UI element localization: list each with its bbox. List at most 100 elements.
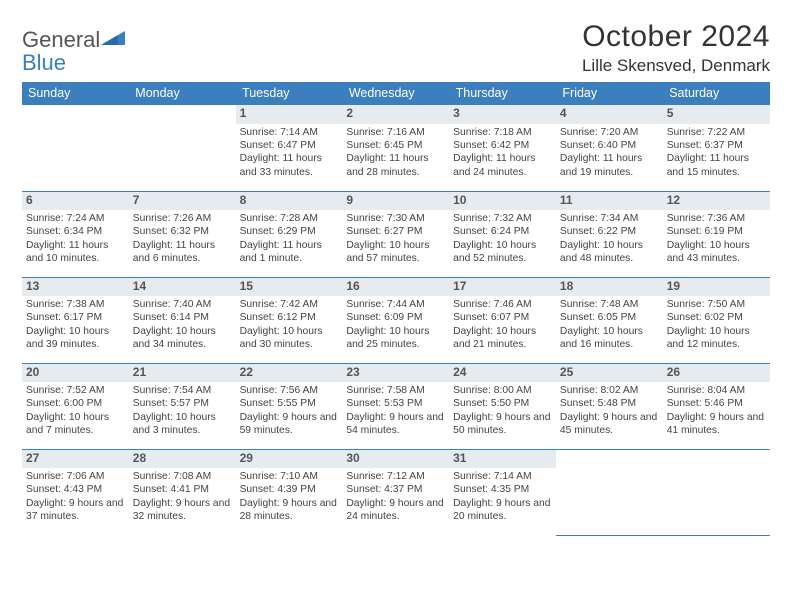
daylight-line: Daylight: 11 hours and 19 minutes. [560, 152, 659, 179]
daylight-line: Daylight: 10 hours and 34 minutes. [133, 325, 232, 352]
day-details: Sunrise: 8:04 AMSunset: 5:46 PMDaylight:… [667, 384, 766, 438]
sunset-line: Sunset: 4:41 PM [133, 483, 232, 496]
sunrise-line: Sunrise: 7:22 AM [667, 126, 766, 139]
sunrise-line: Sunrise: 7:32 AM [453, 212, 552, 225]
day-number: 5 [663, 105, 770, 124]
daylight-line: Daylight: 11 hours and 28 minutes. [346, 152, 445, 179]
daylight-line: Daylight: 9 hours and 59 minutes. [240, 411, 339, 438]
week-row: 13Sunrise: 7:38 AMSunset: 6:17 PMDayligh… [22, 277, 770, 363]
sunrise-line: Sunrise: 7:26 AM [133, 212, 232, 225]
day-number: 11 [556, 192, 663, 211]
sunrise-line: Sunrise: 8:04 AM [667, 384, 766, 397]
day-cell: 20Sunrise: 7:52 AMSunset: 6:00 PMDayligh… [22, 363, 129, 449]
sunset-line: Sunset: 6:45 PM [346, 139, 445, 152]
day-number: 18 [556, 278, 663, 297]
day-cell: 6Sunrise: 7:24 AMSunset: 6:34 PMDaylight… [22, 191, 129, 277]
sunset-line: Sunset: 6:17 PM [26, 311, 125, 324]
daylight-line: Daylight: 9 hours and 41 minutes. [667, 411, 766, 438]
sunrise-line: Sunrise: 7:56 AM [240, 384, 339, 397]
daylight-line: Daylight: 11 hours and 24 minutes. [453, 152, 552, 179]
sunrise-line: Sunrise: 7:24 AM [26, 212, 125, 225]
day-details: Sunrise: 7:48 AMSunset: 6:05 PMDaylight:… [560, 298, 659, 352]
sunrise-line: Sunrise: 7:42 AM [240, 298, 339, 311]
daylight-line: Daylight: 11 hours and 6 minutes. [133, 239, 232, 266]
day-details: Sunrise: 7:18 AMSunset: 6:42 PMDaylight:… [453, 126, 552, 180]
day-details: Sunrise: 7:08 AMSunset: 4:41 PMDaylight:… [133, 470, 232, 524]
day-details: Sunrise: 7:22 AMSunset: 6:37 PMDaylight:… [667, 126, 766, 180]
sunset-line: Sunset: 6:09 PM [346, 311, 445, 324]
day-number: 2 [342, 105, 449, 124]
day-cell: 29Sunrise: 7:10 AMSunset: 4:39 PMDayligh… [236, 449, 343, 535]
logo-triangle-icon [101, 29, 127, 47]
day-number: 4 [556, 105, 663, 124]
sunset-line: Sunset: 5:57 PM [133, 397, 232, 410]
day-number: 24 [449, 364, 556, 383]
daylight-line: Daylight: 10 hours and 39 minutes. [26, 325, 125, 352]
daylight-line: Daylight: 9 hours and 32 minutes. [133, 497, 232, 524]
sunset-line: Sunset: 6:22 PM [560, 225, 659, 238]
day-number: 7 [129, 192, 236, 211]
day-cell: 28Sunrise: 7:08 AMSunset: 4:41 PMDayligh… [129, 449, 236, 535]
day-cell: 5 Sunrise: 7:22 AMSunset: 6:37 PMDaylight… [663, 105, 770, 191]
sunset-line: Sunset: 6:29 PM [240, 225, 339, 238]
day-number: 28 [129, 450, 236, 469]
day-number: 9 [342, 192, 449, 211]
calendar-table: SundayMondayTuesdayWednesdayThursdayFrid… [22, 82, 770, 536]
daylight-line: Daylight: 11 hours and 1 minute. [240, 239, 339, 266]
day-cell: 26Sunrise: 8:04 AMSunset: 5:46 PMDayligh… [663, 363, 770, 449]
day-number: 13 [22, 278, 129, 297]
week-row: 1Sunrise: 7:14 AMSunset: 6:47 PMDaylight… [22, 105, 770, 191]
day-cell: 8Sunrise: 7:28 AMSunset: 6:29 PMDaylight… [236, 191, 343, 277]
sunset-line: Sunset: 6:19 PM [667, 225, 766, 238]
sunrise-line: Sunrise: 7:14 AM [240, 126, 339, 139]
sunrise-line: Sunrise: 7:20 AM [560, 126, 659, 139]
day-details: Sunrise: 8:02 AMSunset: 5:48 PMDaylight:… [560, 384, 659, 438]
daylight-line: Daylight: 9 hours and 20 minutes. [453, 497, 552, 524]
sunrise-line: Sunrise: 7:44 AM [346, 298, 445, 311]
day-details: Sunrise: 7:58 AMSunset: 5:53 PMDaylight:… [346, 384, 445, 438]
day-cell: 4Sunrise: 7:20 AMSunset: 6:40 PMDaylight… [556, 105, 663, 191]
sunset-line: Sunset: 6:42 PM [453, 139, 552, 152]
day-details: Sunrise: 7:24 AMSunset: 6:34 PMDaylight:… [26, 212, 125, 266]
daylight-line: Daylight: 10 hours and 3 minutes. [133, 411, 232, 438]
week-row: 27Sunrise: 7:06 AMSunset: 4:43 PMDayligh… [22, 449, 770, 535]
day-details: Sunrise: 7:42 AMSunset: 6:12 PMDaylight:… [240, 298, 339, 352]
day-cell: 17Sunrise: 7:46 AMSunset: 6:07 PMDayligh… [449, 277, 556, 363]
sunrise-line: Sunrise: 7:46 AM [453, 298, 552, 311]
day-details: Sunrise: 7:32 AMSunset: 6:24 PMDaylight:… [453, 212, 552, 266]
sunrise-line: Sunrise: 7:34 AM [560, 212, 659, 225]
day-details: Sunrise: 7:12 AMSunset: 4:37 PMDaylight:… [346, 470, 445, 524]
daylight-line: Daylight: 10 hours and 21 minutes. [453, 325, 552, 352]
weekday-header-row: SundayMondayTuesdayWednesdayThursdayFrid… [22, 82, 770, 105]
sunrise-line: Sunrise: 8:02 AM [560, 384, 659, 397]
sunset-line: Sunset: 6:02 PM [667, 311, 766, 324]
day-cell: 19Sunrise: 7:50 AMSunset: 6:02 PMDayligh… [663, 277, 770, 363]
sunrise-line: Sunrise: 7:10 AM [240, 470, 339, 483]
day-number: 16 [342, 278, 449, 297]
day-details: Sunrise: 7:36 AMSunset: 6:19 PMDaylight:… [667, 212, 766, 266]
day-details: Sunrise: 7:14 AMSunset: 6:47 PMDaylight:… [240, 126, 339, 180]
day-number: 25 [556, 364, 663, 383]
day-details: Sunrise: 7:26 AMSunset: 6:32 PMDaylight:… [133, 212, 232, 266]
sunrise-line: Sunrise: 7:14 AM [453, 470, 552, 483]
day-number: 27 [22, 450, 129, 469]
sunset-line: Sunset: 4:39 PM [240, 483, 339, 496]
sunset-line: Sunset: 5:50 PM [453, 397, 552, 410]
title-block: October 2024 Lille Skensved, Denmark [582, 20, 770, 76]
daylight-line: Daylight: 10 hours and 12 minutes. [667, 325, 766, 352]
day-number: 20 [22, 364, 129, 383]
daylight-line: Daylight: 10 hours and 57 minutes. [346, 239, 445, 266]
sunset-line: Sunset: 5:46 PM [667, 397, 766, 410]
sunrise-line: Sunrise: 7:52 AM [26, 384, 125, 397]
sunrise-line: Sunrise: 7:48 AM [560, 298, 659, 311]
daylight-line: Daylight: 10 hours and 25 minutes. [346, 325, 445, 352]
day-details: Sunrise: 7:16 AMSunset: 6:45 PMDaylight:… [346, 126, 445, 180]
day-details: Sunrise: 7:52 AMSunset: 6:00 PMDaylight:… [26, 384, 125, 438]
day-cell: 7Sunrise: 7:26 AMSunset: 6:32 PMDaylight… [129, 191, 236, 277]
empty-cell [22, 105, 129, 191]
day-cell: 14Sunrise: 7:40 AMSunset: 6:14 PMDayligh… [129, 277, 236, 363]
daylight-line: Daylight: 10 hours and 48 minutes. [560, 239, 659, 266]
day-number: 15 [236, 278, 343, 297]
day-details: Sunrise: 7:34 AMSunset: 6:22 PMDaylight:… [560, 212, 659, 266]
day-cell: 9Sunrise: 7:30 AMSunset: 6:27 PMDaylight… [342, 191, 449, 277]
